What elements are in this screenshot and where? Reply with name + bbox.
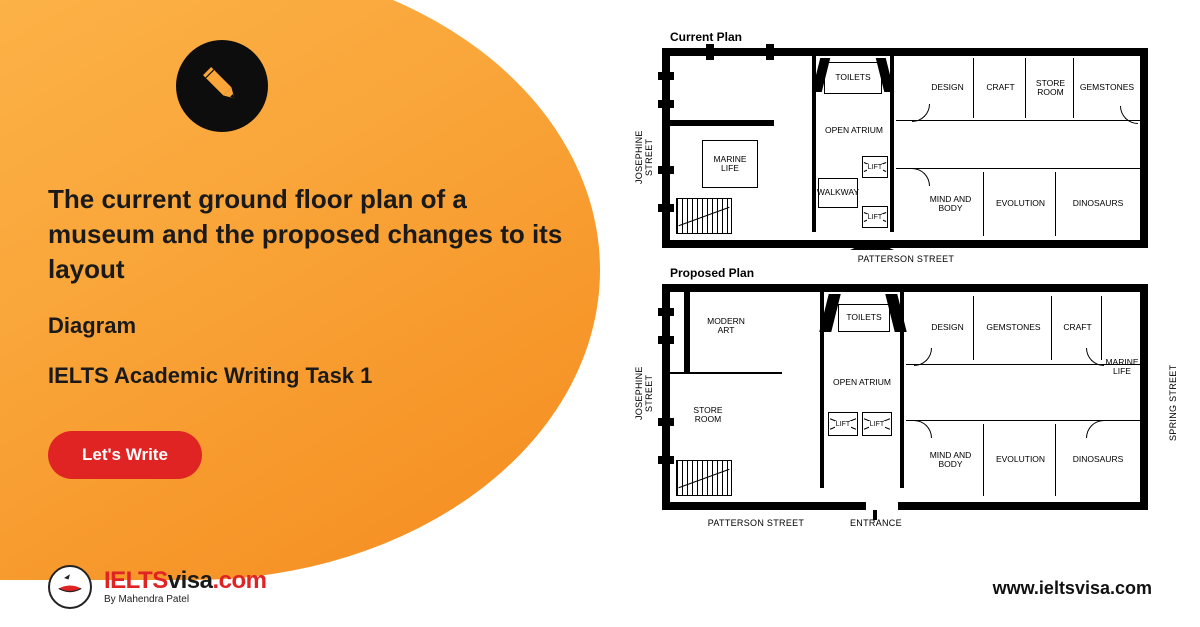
footer: IELTSvisa.com By Mahendra Patel xyxy=(48,565,266,609)
room-craft: CRAFT xyxy=(976,58,1026,118)
lift: LIFT xyxy=(862,412,892,436)
brand-tagline: By Mahendra Patel xyxy=(104,595,266,605)
room-toilets: TOILETS xyxy=(824,62,882,94)
floor-plans: Current Plan JOSEPHINE STREET PATTERSON … xyxy=(636,30,1176,528)
page-title: The current ground floor plan of a museu… xyxy=(48,182,568,287)
room-evolution: EVOLUTION xyxy=(986,424,1056,496)
brand-text: IELTSvisa.com By Mahendra Patel xyxy=(104,569,266,605)
lift: LIFT xyxy=(862,206,888,228)
site-url: www.ieltsvisa.com xyxy=(993,578,1152,599)
proposed-plan: Proposed Plan JOSEPHINE STREET SPRING ST… xyxy=(636,266,1176,510)
patterson-street-label: PATTERSON STREET xyxy=(636,254,1176,264)
entrance-wedge xyxy=(850,240,894,250)
hero-content: The current ground floor plan of a museu… xyxy=(48,40,568,479)
brand-domain: .com xyxy=(212,567,266,594)
stairs xyxy=(676,460,732,496)
proposed-plan-title: Proposed Plan xyxy=(670,266,1176,280)
room-store: STORE ROOM xyxy=(1028,58,1074,118)
pencil-icon xyxy=(176,40,268,132)
room-dinosaurs: DINOSAURS xyxy=(1058,172,1138,236)
stairs xyxy=(676,198,732,234)
current-floorplan: MARINE LIFE TOILETS OPEN ATRIUM LIFT WAL… xyxy=(662,48,1148,248)
room-modern-art: MODERN ART xyxy=(696,298,756,354)
page-subtitle: Diagram xyxy=(48,313,568,339)
josephine-street-label-2: JOSEPHINE STREET xyxy=(634,348,654,438)
room-marine-life: MARINE LIFE xyxy=(1104,324,1140,410)
room-atrium: OPEN ATRIUM xyxy=(826,378,898,387)
room-evolution: EVOLUTION xyxy=(986,172,1056,236)
brand-left: IELTS xyxy=(104,567,168,594)
current-plan: Current Plan JOSEPHINE STREET PATTERSON … xyxy=(636,30,1176,248)
room-store: STORE ROOM xyxy=(678,390,738,440)
logo-icon xyxy=(48,565,92,609)
josephine-street-label: JOSEPHINE STREET xyxy=(634,112,654,202)
lift: LIFT xyxy=(828,412,858,436)
room-gemstones: GEMSTONES xyxy=(976,296,1052,360)
lets-write-button[interactable]: Let's Write xyxy=(48,431,202,479)
room-marine-life: MARINE LIFE xyxy=(702,140,758,188)
proposed-floorplan: MODERN ART STORE ROOM TOILETS OPEN ATRIU… xyxy=(662,284,1148,510)
lift: LIFT xyxy=(862,156,888,178)
brand-right: visa xyxy=(168,567,213,594)
patterson-street-label-2: PATTERSON STREET xyxy=(676,518,836,528)
room-walkway: WALKWAY xyxy=(818,178,858,208)
spring-street-label: SPRING STREET xyxy=(1168,358,1178,448)
room-toilets: TOILETS xyxy=(838,304,890,332)
current-plan-title: Current Plan xyxy=(670,30,1176,44)
room-design: DESIGN xyxy=(922,58,974,118)
page-task: IELTS Academic Writing Task 1 xyxy=(48,363,568,389)
room-atrium: OPEN ATRIUM xyxy=(818,126,890,135)
